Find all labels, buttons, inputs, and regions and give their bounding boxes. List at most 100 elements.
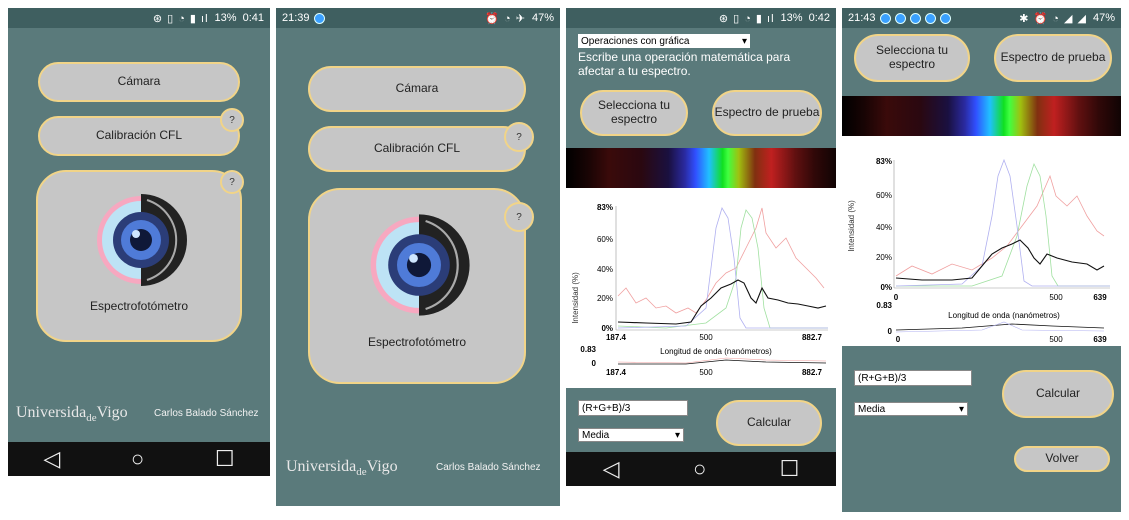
clock: 0:42 — [808, 12, 830, 24]
dropdown-arrow-icon: ▾ — [741, 35, 747, 47]
y-tick-83: 83% — [597, 203, 613, 212]
status-bar: ⊛ ▯ ◔ ▮ ıl 13% 0:42 — [566, 8, 836, 28]
spectrophotometer-label: Espectrofotómetro — [367, 335, 467, 349]
operations-dropdown[interactable]: Operaciones con gráfica ▾ — [578, 34, 750, 48]
mini-y-zero: 0 — [888, 327, 893, 336]
status-icons: ⏰ ◔ ✈ — [485, 12, 526, 25]
calibration-cfl-button[interactable]: Calibración CFL — [38, 116, 240, 156]
calibration-help-button[interactable]: ? — [220, 108, 244, 132]
author-name: Carlos Balado Sánchez — [154, 408, 259, 419]
spectrophotometer-help-button[interactable]: ? — [504, 202, 534, 232]
y-tick-20: 20% — [876, 253, 892, 262]
mini-blue-curve — [895, 321, 1105, 333]
mini-x-tick-start: 0 — [896, 335, 901, 344]
back-nav-button[interactable]: ◁ — [43, 446, 61, 471]
clock: 0:41 — [242, 12, 264, 24]
calculate-button[interactable]: Calcular — [1002, 370, 1114, 418]
y-tick-0: 0% — [880, 283, 892, 292]
home-nav-button[interactable]: ○ — [130, 446, 145, 471]
spectrum-image — [842, 96, 1121, 136]
android-nav-bar: ◁ ○ ☐ — [8, 442, 270, 476]
screen-main-menu-2: 21:39 ⏰ ◔ ✈ 47% Cámara Calibración CFL ?… — [276, 8, 560, 506]
back-nav-button[interactable]: ◁ — [602, 456, 620, 481]
status-bar: ⊛ ▯ ◔ ▮ ıl 13% 0:41 — [8, 8, 270, 28]
camera-lens-icon — [97, 194, 187, 286]
y-tick-60: 60% — [876, 191, 892, 200]
y-tick-60: 60% — [597, 235, 613, 244]
y-tick-40: 40% — [876, 223, 892, 232]
spectrophotometer-button[interactable]: Espectrofotómetro — [36, 170, 242, 342]
spectrophotometer-help-button[interactable]: ? — [220, 170, 244, 194]
y-tick-20: 20% — [597, 294, 613, 303]
notification-icon — [894, 12, 906, 24]
intensity-graph: Intensidad (%) 83% 60% 40% 20% 0% 0 500 … — [842, 136, 1121, 346]
y-tick-40: 40% — [597, 265, 613, 274]
status-icons: ⊛ ▯ ◔ ▮ ıl — [152, 12, 209, 25]
spectrophotometer-label: Espectrofotómetro — [89, 299, 189, 313]
formula-input[interactable] — [578, 400, 688, 416]
battery-level: 13% — [780, 12, 803, 24]
status-bar: 21:43 ✱ ⏰ ◔ ◢ ◢ 47% — [842, 8, 1121, 28]
x-axis-label: Longitud de onda (nanómetros) — [948, 311, 1060, 320]
red-curve — [617, 207, 825, 314]
screen-main-menu-1: ⊛ ▯ ◔ ▮ ıl 13% 0:41 Cámara Calibración C… — [8, 8, 270, 476]
mini-curve — [895, 323, 1105, 331]
mini-y-top: 0.83 — [876, 301, 892, 310]
mini-x-tick-500: 500 — [699, 368, 713, 377]
status-icons: ⊛ ▯ ◔ ▮ ıl — [718, 12, 775, 25]
blue-curve — [895, 158, 1110, 287]
back-button[interactable]: Volver — [1014, 446, 1110, 472]
x-tick-start: 187.4 — [606, 333, 627, 342]
camera-button[interactable]: Cámara — [38, 62, 240, 102]
camera-button[interactable]: Cámara — [308, 66, 526, 112]
select-spectrum-button[interactable]: Selecciona tu espectro — [854, 34, 970, 82]
battery-level: 13% — [214, 12, 237, 24]
y-tick-0: 0% — [601, 324, 613, 333]
x-tick-500: 500 — [1049, 293, 1063, 302]
green-curve — [896, 162, 1110, 287]
mini-y-top: 0.83 — [580, 345, 596, 354]
calculate-button[interactable]: Calcular — [716, 400, 822, 446]
status-icons: ✱ ⏰ ◔ ◢ ◢ — [1019, 12, 1087, 25]
clock: 21:43 — [848, 12, 876, 24]
battery-level: 47% — [531, 12, 554, 24]
mini-curve — [618, 359, 827, 365]
intensity-graph: Intensidad (%) 83% 60% 40% 20% 0% 187.4 … — [566, 188, 836, 388]
x-tick-end: 639 — [1093, 293, 1107, 302]
select-spectrum-button[interactable]: Selecciona tu espectro — [580, 90, 688, 136]
recent-nav-button[interactable]: ☐ — [779, 456, 800, 481]
university-logo: UniversidadeVigo — [16, 404, 128, 424]
x-tick-start: 0 — [894, 293, 899, 302]
test-spectrum-button[interactable]: Espectro de prueba — [994, 34, 1112, 82]
screen-graph-operations: ⊛ ▯ ◔ ▮ ıl 13% 0:42 Operaciones con gráf… — [566, 8, 836, 486]
mini-x-tick-end: 882.7 — [802, 368, 823, 377]
spectrophotometer-button[interactable]: Espectrofotómetro — [308, 188, 526, 384]
spectrum-image — [566, 148, 836, 188]
university-logo: UniversidadeVigo — [286, 458, 398, 478]
calibration-help-button[interactable]: ? — [504, 122, 534, 152]
mode-dropdown[interactable]: Media ▾ — [578, 428, 684, 442]
average-curve — [617, 279, 827, 325]
mini-x-tick-start: 187.4 — [606, 368, 627, 377]
home-nav-button[interactable]: ○ — [692, 456, 707, 481]
notification-icon — [909, 12, 921, 24]
y-tick-83: 83% — [876, 157, 892, 166]
notification-icon — [924, 12, 936, 24]
formula-input[interactable] — [854, 370, 972, 386]
mini-y-zero: 0 — [592, 359, 597, 368]
android-nav-bar: ◁ ○ ☐ — [566, 452, 836, 486]
author-name: Carlos Balado Sánchez — [436, 462, 541, 473]
instruction-text: Escribe una operación matemática para af… — [578, 50, 791, 78]
calibration-cfl-button[interactable]: Calibración CFL — [308, 126, 526, 172]
y-axis-label: Intensidad (%) — [847, 200, 856, 252]
mode-dropdown[interactable]: Media ▾ — [854, 402, 968, 416]
screen-graph-result: 21:43 ✱ ⏰ ◔ ◢ ◢ 47% Selecciona tu espect… — [842, 8, 1121, 512]
average-curve — [895, 239, 1105, 281]
camera-lens-icon — [370, 214, 470, 316]
test-spectrum-button[interactable]: Espectro de prueba — [712, 90, 822, 136]
dropdown-arrow-icon: ▾ — [958, 403, 964, 415]
y-axis-label: Intensidad (%) — [571, 272, 580, 324]
recent-nav-button[interactable]: ☐ — [214, 446, 235, 471]
clock: 21:39 — [282, 12, 310, 24]
mini-x-tick-end: 639 — [1093, 335, 1107, 344]
